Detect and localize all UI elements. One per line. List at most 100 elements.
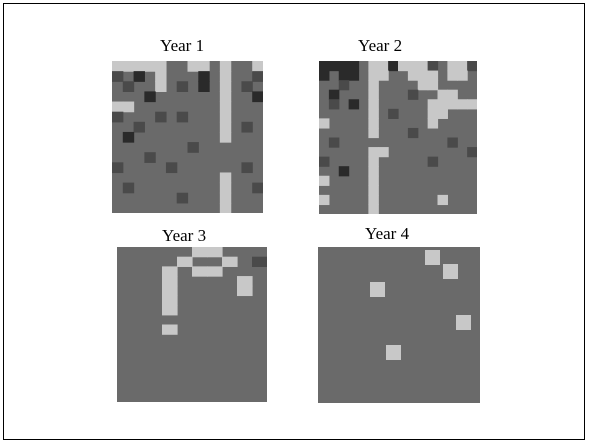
mosaic-cell <box>155 71 167 82</box>
mosaic-cell <box>192 266 208 277</box>
mosaic-cell <box>328 137 340 148</box>
mosaic-cell <box>187 61 199 72</box>
mosaic-cell <box>378 70 389 81</box>
mosaic-cell <box>328 61 340 72</box>
mosaic-cell <box>447 61 458 72</box>
mosaic-cell <box>133 61 145 72</box>
mosaic-cell <box>207 247 223 258</box>
mosaic-cell <box>443 264 458 279</box>
mosaic-cell <box>427 80 439 91</box>
mosaic-cell <box>219 121 232 133</box>
mosaic-cell <box>155 111 167 123</box>
mosaic-cell <box>368 127 379 139</box>
mosaic-cell <box>370 282 385 297</box>
mosaic-cell <box>398 61 409 72</box>
panel-title-year-1: Year 1 <box>160 36 205 55</box>
mosaic-cell <box>457 61 468 72</box>
mosaic-cell <box>427 118 439 129</box>
mosaic-cell <box>437 108 448 119</box>
mosaic-cell <box>447 70 458 81</box>
mosaic-cell <box>368 80 379 91</box>
mosaic-cell <box>328 89 340 100</box>
mosaic-cell <box>386 345 401 360</box>
mosaic-cell <box>219 172 232 184</box>
mosaic-cell <box>162 266 178 277</box>
mosaic-cell <box>417 80 429 91</box>
mosaic-cell <box>467 99 477 110</box>
mosaic-cell <box>407 61 419 72</box>
mosaic-cell <box>122 182 135 194</box>
mosaic-cell <box>457 70 468 81</box>
mosaic-cell <box>388 108 399 119</box>
mosaic-cell <box>368 175 379 186</box>
mosaic-cell <box>176 111 189 123</box>
mosaic-cell <box>417 70 429 81</box>
mosaic-cell <box>162 324 178 335</box>
mosaic-cell <box>162 305 178 316</box>
mosaic-cell <box>407 70 419 81</box>
mosaic-cell <box>427 99 439 110</box>
mosaic-cell <box>368 89 379 100</box>
mosaic-cell <box>176 192 189 204</box>
mosaic-cell <box>427 156 439 167</box>
mosaic-cell <box>378 147 389 158</box>
mosaic-cell <box>162 276 178 287</box>
mosaic-cell <box>198 61 210 72</box>
mosaic-cell <box>219 111 232 123</box>
mosaic-cell <box>338 61 350 72</box>
mosaic-cell <box>241 162 253 174</box>
mosaic-cell <box>388 61 399 72</box>
mosaic-cell <box>319 118 330 129</box>
mosaic-cell <box>437 194 448 206</box>
slide-frame <box>3 3 585 440</box>
mosaic-cell <box>467 147 477 158</box>
mosaic-cell <box>252 91 263 103</box>
mosaic-cell <box>407 127 419 139</box>
mosaic-cell <box>417 61 429 72</box>
mosaic-cell <box>219 61 232 72</box>
mosaic-cell <box>112 162 124 174</box>
mosaic-cell <box>144 91 156 103</box>
mosaic-cell <box>368 61 379 72</box>
mosaic-cell <box>425 250 440 265</box>
mosaic-cell <box>427 61 439 72</box>
mosaic-cell <box>252 61 263 72</box>
mosaic-cell <box>368 185 379 196</box>
mosaic-cell <box>338 80 350 91</box>
mosaic-cell <box>348 99 360 110</box>
mosaic-cell <box>447 137 458 148</box>
mosaic-grid-year-3 <box>117 247 267 402</box>
mosaic-grid-year-2 <box>319 61 477 214</box>
mosaic-cell <box>177 256 193 267</box>
mosaic-cell <box>155 81 167 92</box>
mosaic-cell <box>155 61 167 72</box>
mosaic-cell <box>133 71 145 82</box>
mosaic-cell <box>219 182 232 194</box>
mosaic-cell <box>427 70 439 81</box>
mosaic-cell <box>348 61 360 72</box>
mosaic-cell <box>198 71 210 82</box>
mosaic-cell <box>368 204 379 214</box>
mosaic-cell <box>122 81 135 92</box>
mosaic-cell <box>112 101 124 113</box>
mosaic-cell <box>456 315 471 330</box>
panel-title-year-3: Year 3 <box>162 226 207 245</box>
mosaic-cell <box>162 285 178 297</box>
mosaic-cell <box>241 121 253 133</box>
mosaic-cell <box>328 99 340 110</box>
mosaic-cell <box>112 71 124 82</box>
mosaic-cell <box>144 152 156 163</box>
mosaic-cell <box>219 101 232 113</box>
mosaic-cell <box>176 81 189 92</box>
mosaic-cell <box>467 61 477 72</box>
mosaic-cell <box>112 111 124 123</box>
mosaic-cell <box>252 182 263 194</box>
panel-title-year-4: Year 4 <box>365 224 410 243</box>
mosaic-cell <box>165 162 178 174</box>
mosaic-cell <box>407 89 419 100</box>
mosaic-cell <box>368 194 379 206</box>
mosaic-cell <box>368 70 379 81</box>
mosaic-cell <box>241 81 253 92</box>
mosaic-cell <box>122 61 135 72</box>
mosaic-cell <box>198 81 210 92</box>
